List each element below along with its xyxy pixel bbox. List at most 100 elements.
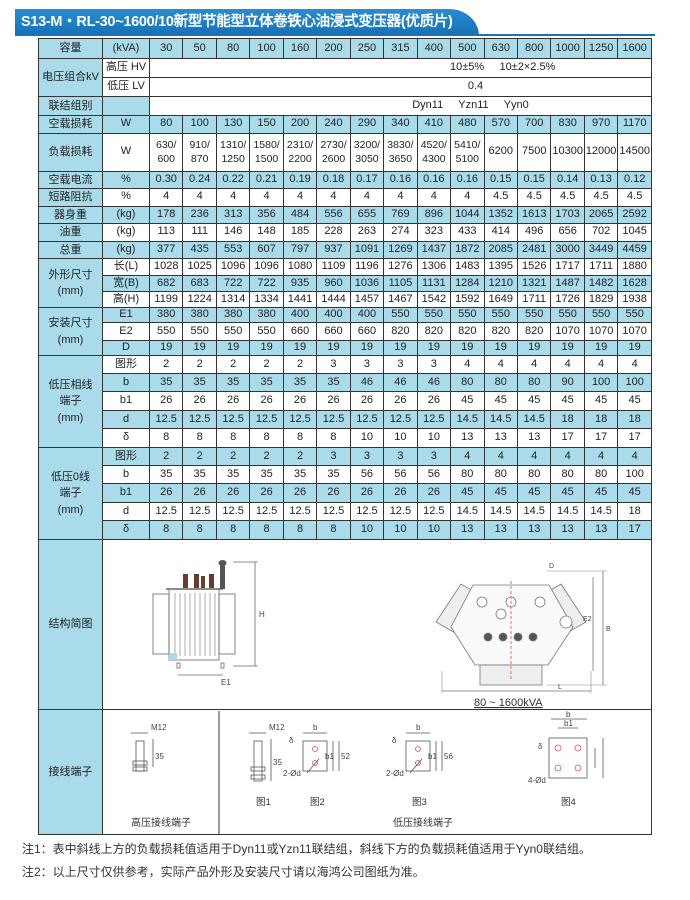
row-value: 56 [383, 465, 418, 484]
row-unit: (kg) [102, 223, 150, 242]
row-unit: d [102, 410, 150, 429]
row-value: 3 [383, 355, 418, 374]
row-value: 35 [249, 373, 284, 392]
spec-row: d 12.5 12.5 12.5 12.5 12.5 12.5 12.5 12.5 12.5 14.… [39, 410, 652, 429]
row-value: 1044 [450, 205, 485, 224]
row-group-label: 外形尺寸 (mm) [38, 258, 103, 308]
row-value: 4.5 [617, 188, 652, 207]
row-value: 26 [215, 483, 251, 503]
spec-table: 容量 (kVA) 30 50 80 100 160 200 250 315 400 500 630 8… [38, 38, 652, 835]
row-group-label: 负载损耗 [38, 132, 103, 172]
row-value: 1628 [617, 275, 652, 292]
fig3-caption: 图3 [412, 797, 427, 808]
terminals-row: 接线端子 M12 35 M12 35 b δ b1 [38, 709, 652, 835]
row-value: 4 [550, 447, 585, 466]
fig3-b1-label: b1 [428, 752, 437, 761]
spec-row: δ 8 8 8 8 8 8 10 10 10 13 13 13 13 13 17 [39, 520, 652, 540]
row-value: 26 [249, 391, 284, 411]
row-unit: b1 [102, 391, 150, 411]
row-group-label: 总重 [38, 240, 103, 259]
spec-row: 宽(B) 682 683 722 722 935 960 1036 1105 1131 1284 12… [39, 275, 652, 292]
row-value: 4 [516, 355, 552, 374]
spec-row: δ 8 8 8 8 8 8 10 10 10 13 13 13 17 17 17 [39, 428, 652, 448]
row-value: 200 [282, 115, 318, 134]
row-value: 2 [249, 355, 284, 374]
row-value: 660 [282, 322, 318, 341]
fig2-delta-label: δ [289, 736, 294, 745]
row-value: 935 [282, 275, 318, 292]
dim-h: H [259, 610, 265, 619]
row-value: 550 [148, 322, 184, 341]
row-value: 1105 [383, 275, 418, 292]
row-value: 45 [550, 483, 585, 503]
row-value: 896 [416, 205, 452, 224]
load-loss-cell: 1310/1250 [215, 132, 251, 172]
row-value: 0.19 [282, 170, 318, 189]
spec-row: E2 550 550 550 550 660 660 660 820 820 820 820 820 10… [39, 322, 652, 341]
row-value: 80 [583, 465, 619, 484]
row-value: 26 [383, 483, 418, 503]
row-value: 35 [215, 465, 251, 484]
row-value: 4 [249, 188, 284, 207]
row-value: 13 [450, 428, 485, 448]
row-value: 12.5 [148, 502, 184, 521]
row-value: 1613 [516, 205, 552, 224]
row-value: 0.16 [383, 170, 418, 189]
row-value: 496 [516, 223, 552, 242]
capacity-value: 1600 [617, 38, 652, 59]
row-value: 14.5 [516, 410, 552, 429]
load-loss-cell: 910/870 [182, 132, 217, 172]
row-value: 4 [617, 447, 652, 466]
row-value: 0.21 [249, 170, 284, 189]
row-value: 8 [148, 428, 184, 448]
row-value: 1444 [316, 291, 351, 308]
row-value: 797 [282, 240, 318, 259]
hv-terminal-caption: 高压接线端子 [131, 816, 191, 829]
capacity-value: 160 [282, 38, 318, 59]
row-unit: d [102, 502, 150, 521]
row-value: 19 [383, 340, 418, 356]
row-value: 1542 [416, 291, 452, 308]
row-value: 2 [282, 447, 318, 466]
row-value: 26 [282, 391, 318, 411]
capacity-value: 315 [383, 38, 418, 59]
row-value: 553 [215, 240, 251, 259]
row-value: 56 [349, 465, 385, 484]
row-value: 263 [349, 223, 385, 242]
load-loss-split-value: 2310/2200 [286, 139, 314, 165]
spec-row: 器身重 (kg) 178 236 313 356 484 556 655 769 896 1044 13… [38, 205, 652, 224]
row-value: 4 [316, 188, 351, 207]
lv-value: 0.4 [149, 77, 652, 97]
row-value: 45 [516, 483, 552, 503]
row-value: 0.16 [450, 170, 485, 189]
notes: 注1：表中斜线上方的负载损耗值适用于Dyn11或Yzn11联结组，斜线下方的负载… [22, 838, 591, 884]
row-value: 1091 [349, 240, 385, 259]
row-value: 18 [617, 502, 652, 521]
row-value: 19 [249, 340, 284, 356]
row-value: 240 [316, 115, 351, 134]
row-value: 2592 [617, 205, 652, 224]
row-value: 0.15 [516, 170, 552, 189]
fig2-b1-label: b1 [325, 752, 334, 761]
row-value: 683 [182, 275, 217, 292]
row-value: 14.5 [483, 410, 518, 429]
hv-35-label: 35 [155, 752, 164, 761]
row-value: 19 [182, 340, 217, 356]
row-value: 12.5 [215, 410, 251, 429]
row-value: 380 [215, 307, 251, 323]
row-value: 323 [416, 223, 452, 242]
spec-row: 外形尺寸 (mm) 长(L) 1028 1025 1096 1096 1080 1109 119… [38, 258, 652, 308]
row-value: 14.5 [483, 502, 518, 521]
row-value: 1306 [416, 258, 452, 276]
row-value: 10 [416, 428, 452, 448]
load-loss-split-value: 4520/4300 [420, 139, 447, 165]
row-value: 1314 [215, 291, 251, 308]
row-value: 46 [383, 373, 418, 392]
row-value: 35 [282, 465, 318, 484]
fig1-caption: 图1 [256, 797, 271, 808]
row-value: 550 [483, 307, 518, 323]
row-value: 1199 [148, 291, 184, 308]
row-value: 1872 [450, 240, 485, 259]
row-value: 682 [148, 275, 184, 292]
row-value: 4 [583, 447, 619, 466]
